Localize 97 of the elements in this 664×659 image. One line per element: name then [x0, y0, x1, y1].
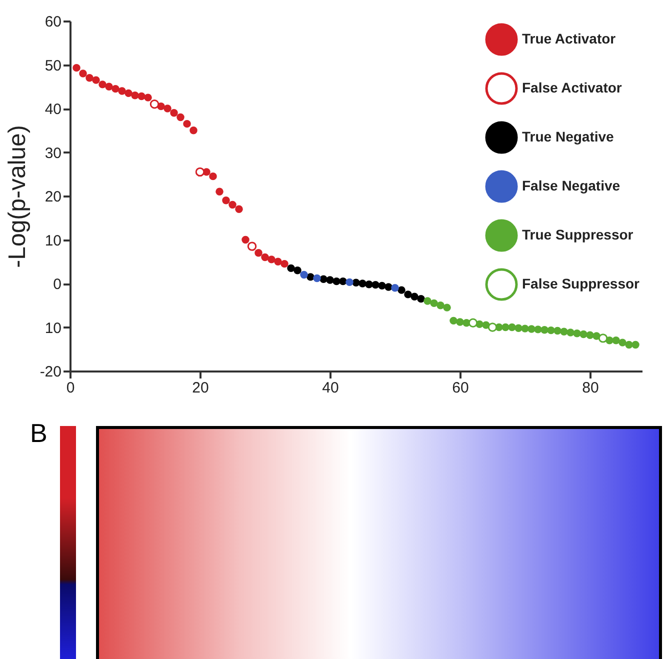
y-tick-label: 10 [44, 232, 62, 250]
point [625, 340, 633, 349]
point [456, 318, 464, 326]
point [468, 318, 478, 328]
point [176, 113, 184, 122]
point [112, 84, 120, 93]
point [170, 109, 178, 117]
point [326, 276, 334, 284]
y-tick-label: 40 [44, 101, 62, 118]
point [573, 330, 581, 338]
point [410, 292, 418, 300]
point [398, 286, 406, 294]
point [534, 326, 542, 334]
legend-label: False Suppressor [522, 276, 640, 292]
point [540, 326, 548, 334]
x-tick-label: 0 [66, 380, 75, 396]
point [450, 316, 458, 325]
point [86, 74, 94, 82]
text: B [30, 418, 48, 449]
point [417, 294, 425, 303]
point [313, 274, 321, 282]
point [131, 92, 139, 100]
point [580, 330, 588, 338]
point [183, 120, 191, 128]
y-tick-label: 20 [44, 188, 62, 206]
legend-label: True Negative [522, 128, 614, 144]
point [618, 338, 626, 346]
point [598, 334, 608, 343]
y-tick-label: 30 [44, 144, 62, 162]
point [216, 188, 224, 196]
point [346, 278, 354, 286]
legend-label: True Suppressor [522, 226, 634, 242]
x-tick-label: 40 [322, 380, 339, 396]
point [98, 80, 106, 88]
point [443, 304, 451, 312]
point [424, 297, 432, 305]
point [378, 282, 386, 290]
y-tick-label: -20 [40, 364, 62, 380]
point [358, 280, 366, 288]
y-tick-label: 0 [53, 276, 62, 293]
point [632, 340, 640, 349]
y-tick-label: 10 [44, 320, 62, 337]
point [72, 64, 80, 72]
point [235, 205, 243, 213]
point [384, 283, 392, 291]
point [430, 299, 438, 308]
x-tick-label: 60 [452, 380, 469, 396]
y-axis-title: -Log(p-value) [4, 125, 31, 268]
x-tick-label: 80 [582, 380, 599, 396]
point [488, 322, 498, 332]
point [150, 100, 160, 109]
point [436, 302, 444, 310]
point [261, 253, 269, 262]
point [242, 236, 250, 244]
point [508, 323, 516, 332]
point [287, 264, 295, 272]
point [404, 290, 412, 298]
point [228, 200, 236, 209]
point [514, 324, 522, 332]
y-tick-label: 50 [44, 57, 62, 74]
point [521, 324, 529, 332]
point [124, 89, 132, 98]
point [274, 258, 282, 266]
point [138, 92, 146, 100]
point [586, 331, 594, 339]
point [164, 104, 172, 112]
point [300, 270, 308, 279]
point [247, 242, 257, 251]
point [209, 172, 217, 180]
point [92, 76, 100, 84]
point [105, 82, 113, 90]
point [566, 328, 574, 336]
x-tick-label: 20 [192, 380, 209, 396]
point [268, 256, 276, 264]
y-tick-label: 60 [44, 14, 62, 30]
point [280, 260, 288, 268]
point [560, 328, 568, 336]
point [254, 249, 262, 257]
point [195, 167, 205, 177]
point [222, 196, 230, 204]
point [190, 126, 198, 134]
point [332, 277, 340, 286]
point [502, 323, 510, 332]
point [554, 326, 562, 335]
point [612, 336, 620, 344]
legend-label: False Activator [522, 80, 622, 96]
point [372, 280, 380, 289]
legend-label: False Negative [522, 178, 620, 194]
legend-label: True Activator [522, 30, 616, 46]
point [547, 326, 555, 334]
point [339, 277, 347, 286]
point [118, 87, 126, 95]
point [365, 280, 373, 288]
point [391, 284, 399, 292]
point [294, 266, 302, 274]
point [144, 94, 152, 102]
point [79, 70, 87, 78]
